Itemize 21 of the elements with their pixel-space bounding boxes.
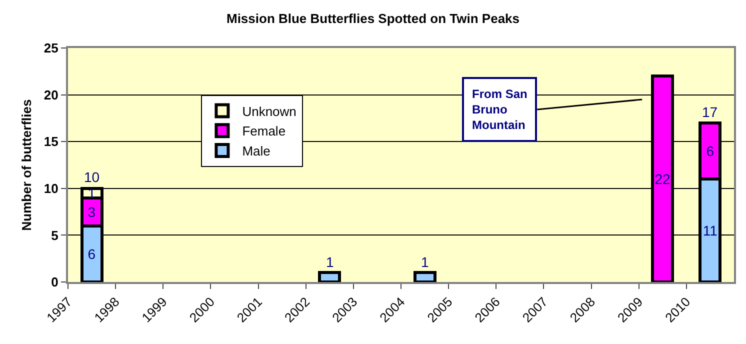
data-label: 6 [88,246,96,262]
data-label: 11 [702,222,718,239]
legend-label: Male [242,144,270,159]
y-axis-title: Number of butterflies [19,99,34,231]
data-label: 6 [706,142,714,159]
y-tick-label: 10 [44,180,58,196]
y-tick-label: 0 [51,274,58,290]
chart-title: Mission Blue Butterflies Spotted on Twin Peaks [226,10,520,26]
data-label: 22 [654,171,671,188]
data-label: 3 [88,204,96,220]
total-label: 17 [702,104,718,120]
y-tick-label: 5 [51,228,58,243]
y-tick-label: 25 [44,40,58,56]
total-label: 10 [84,169,100,185]
total-label: 1 [326,254,334,270]
y-tick-label: 15 [44,134,58,150]
legend-label: Unknown [242,104,296,119]
legend-label: Female [242,124,286,139]
annotation: From San Bruno Mountain [472,87,528,132]
y-tick-label: 20 [44,87,58,102]
total-label: 1 [421,254,429,270]
